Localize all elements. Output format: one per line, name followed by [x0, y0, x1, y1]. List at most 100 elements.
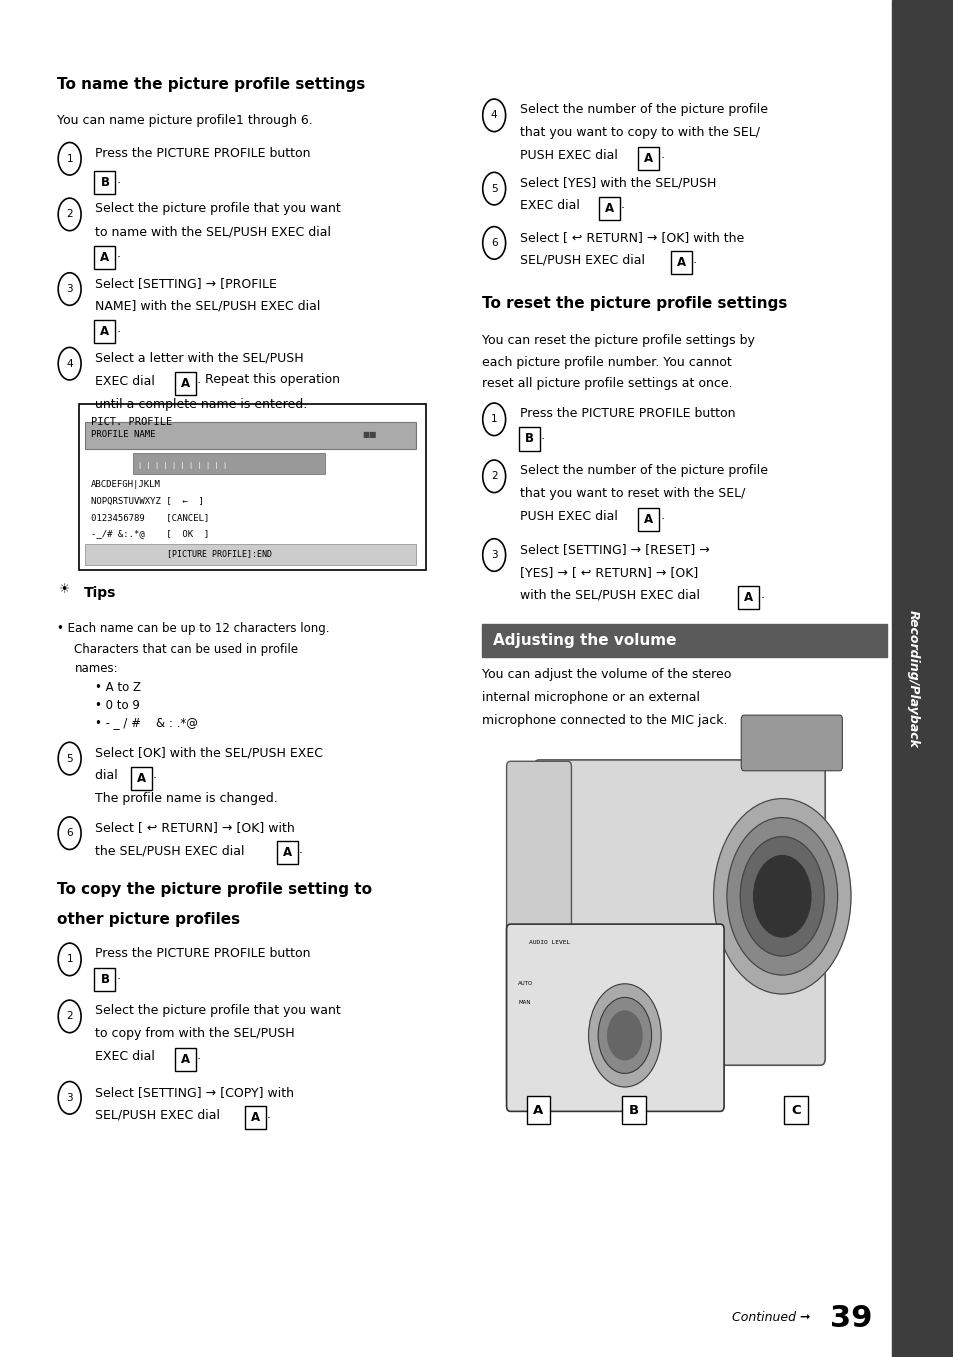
- Text: names:: names:: [74, 662, 118, 676]
- Text: Select [SETTING] → [COPY] with: Select [SETTING] → [COPY] with: [95, 1086, 294, 1099]
- FancyBboxPatch shape: [506, 761, 571, 1105]
- Text: A: A: [136, 772, 146, 784]
- FancyBboxPatch shape: [638, 508, 659, 531]
- Circle shape: [713, 798, 850, 993]
- Text: Select a letter with the SEL/PUSH: Select a letter with the SEL/PUSH: [95, 351, 304, 365]
- Text: NAME] with the SEL/PUSH EXEC dial: NAME] with the SEL/PUSH EXEC dial: [95, 300, 320, 313]
- Text: 2: 2: [67, 209, 72, 220]
- FancyBboxPatch shape: [621, 1096, 645, 1124]
- Text: AUTO: AUTO: [517, 981, 533, 987]
- Text: Press the PICTURE PROFILE button: Press the PICTURE PROFILE button: [95, 147, 311, 160]
- Text: .: .: [116, 969, 120, 982]
- Text: A: A: [604, 202, 614, 214]
- FancyBboxPatch shape: [132, 453, 325, 474]
- Text: .: .: [760, 588, 763, 601]
- Text: 3: 3: [491, 550, 497, 560]
- FancyBboxPatch shape: [534, 760, 824, 1065]
- FancyBboxPatch shape: [94, 171, 115, 194]
- Text: 6: 6: [491, 237, 497, 248]
- FancyBboxPatch shape: [94, 320, 115, 343]
- FancyBboxPatch shape: [79, 404, 426, 570]
- Text: that you want to copy to with the SEL/: that you want to copy to with the SEL/: [519, 126, 760, 140]
- Text: • A to Z: • A to Z: [95, 681, 141, 695]
- Text: .: .: [152, 768, 156, 782]
- Text: -_/# &:.*@    [  OK  ]: -_/# &:.*@ [ OK ]: [91, 529, 209, 539]
- Text: To copy the picture profile setting to: To copy the picture profile setting to: [57, 882, 372, 897]
- Circle shape: [740, 836, 823, 955]
- Text: You can adjust the volume of the stereo: You can adjust the volume of the stereo: [481, 668, 730, 681]
- Text: reset all picture profile settings at once.: reset all picture profile settings at on…: [481, 377, 732, 391]
- Text: Adjusting the volume: Adjusting the volume: [493, 632, 676, 649]
- Text: MAN: MAN: [517, 1000, 530, 1006]
- FancyBboxPatch shape: [738, 586, 759, 609]
- Text: EXEC dial: EXEC dial: [95, 1050, 159, 1064]
- Text: • Each name can be up to 12 characters long.: • Each name can be up to 12 characters l…: [57, 622, 330, 635]
- Text: B: B: [628, 1103, 639, 1117]
- Text: A: A: [251, 1111, 260, 1124]
- FancyBboxPatch shape: [670, 251, 691, 274]
- Circle shape: [598, 997, 651, 1073]
- Text: .: .: [116, 172, 120, 186]
- Text: 2: 2: [491, 471, 497, 482]
- Text: You can reset the picture profile settings by: You can reset the picture profile settin…: [481, 334, 754, 347]
- FancyBboxPatch shape: [131, 767, 152, 790]
- Text: Select [OK] with the SEL/PUSH EXEC: Select [OK] with the SEL/PUSH EXEC: [95, 746, 323, 760]
- Text: 4: 4: [67, 358, 72, 369]
- Text: .: .: [692, 252, 696, 266]
- Text: AUDIO LEVEL: AUDIO LEVEL: [529, 940, 570, 946]
- Text: | | | | | | | | | | |: | | | | | | | | | | |: [138, 461, 228, 470]
- Text: Press the PICTURE PROFILE button: Press the PICTURE PROFILE button: [95, 947, 311, 961]
- Text: 5: 5: [491, 183, 497, 194]
- Text: .: .: [116, 322, 120, 335]
- Text: PUSH EXEC dial: PUSH EXEC dial: [519, 510, 621, 524]
- FancyBboxPatch shape: [276, 841, 297, 864]
- Circle shape: [588, 984, 660, 1087]
- Text: 1: 1: [67, 153, 72, 164]
- Text: 5: 5: [67, 753, 72, 764]
- Text: B: B: [100, 973, 110, 985]
- Text: SEL/PUSH EXEC dial: SEL/PUSH EXEC dial: [95, 1109, 224, 1122]
- FancyBboxPatch shape: [245, 1106, 266, 1129]
- Text: 39: 39: [829, 1304, 872, 1333]
- Text: Select [SETTING] → [PROFILE: Select [SETTING] → [PROFILE: [95, 277, 277, 290]
- Bar: [481, 624, 886, 657]
- Text: .: .: [267, 1107, 271, 1121]
- Text: B: B: [524, 433, 534, 445]
- Text: to name with the SEL/PUSH EXEC dial: to name with the SEL/PUSH EXEC dial: [95, 225, 331, 239]
- FancyBboxPatch shape: [783, 1096, 807, 1124]
- Text: .: .: [116, 247, 120, 261]
- Text: Tips: Tips: [84, 586, 116, 600]
- Text: A: A: [743, 592, 753, 604]
- Text: Select [ ↩ RETURN] → [OK] with: Select [ ↩ RETURN] → [OK] with: [95, 821, 294, 835]
- Text: You can name picture profile1 through 6.: You can name picture profile1 through 6.: [57, 114, 313, 128]
- Text: PROFILE NAME: PROFILE NAME: [91, 430, 155, 438]
- Text: A: A: [533, 1103, 543, 1117]
- Text: Press the PICTURE PROFILE button: Press the PICTURE PROFILE button: [519, 407, 735, 421]
- Text: .: .: [659, 509, 663, 522]
- Text: The profile name is changed.: The profile name is changed.: [95, 792, 278, 806]
- Text: Select [YES] with the SEL/PUSH: Select [YES] with the SEL/PUSH: [519, 176, 716, 190]
- Text: [YES] → [ ↩ RETURN] → [OK]: [YES] → [ ↩ RETURN] → [OK]: [519, 566, 698, 579]
- FancyBboxPatch shape: [518, 427, 539, 451]
- FancyBboxPatch shape: [94, 968, 115, 991]
- Text: Select the picture profile that you want: Select the picture profile that you want: [95, 1004, 341, 1018]
- Text: Select [ ↩ RETURN] → [OK] with the: Select [ ↩ RETURN] → [OK] with the: [519, 231, 743, 244]
- Text: EXEC dial: EXEC dial: [95, 375, 159, 388]
- Text: each picture profile number. You cannot: each picture profile number. You cannot: [481, 356, 731, 369]
- Text: NOPQRSTUVWXYZ [  ←  ]: NOPQRSTUVWXYZ [ ← ]: [91, 497, 203, 506]
- Text: 2: 2: [67, 1011, 72, 1022]
- FancyBboxPatch shape: [85, 422, 416, 449]
- Text: 3: 3: [67, 1092, 72, 1103]
- FancyBboxPatch shape: [526, 1096, 550, 1124]
- Text: .: .: [540, 429, 544, 442]
- Text: to copy from with the SEL/PUSH: to copy from with the SEL/PUSH: [95, 1027, 294, 1041]
- Text: ABCDEFGH|JKLM: ABCDEFGH|JKLM: [91, 480, 160, 490]
- Text: A: A: [180, 1053, 190, 1065]
- Text: Continued ➞: Continued ➞: [732, 1311, 810, 1324]
- FancyBboxPatch shape: [506, 924, 723, 1111]
- Text: that you want to reset with the SEL/: that you want to reset with the SEL/: [519, 487, 744, 501]
- Text: .: .: [196, 1049, 200, 1063]
- Text: B: B: [100, 176, 110, 189]
- FancyBboxPatch shape: [174, 372, 195, 395]
- Text: To name the picture profile settings: To name the picture profile settings: [57, 77, 365, 92]
